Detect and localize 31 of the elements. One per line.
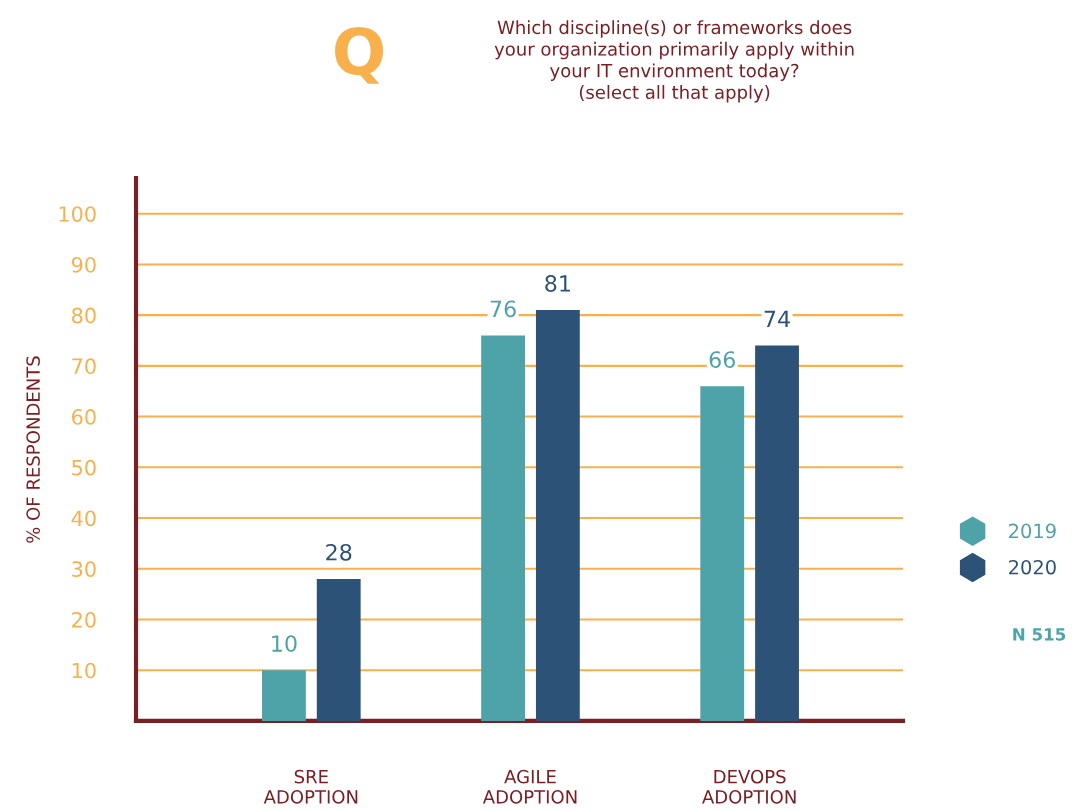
y-tick-label: 50 (72, 459, 96, 476)
text: Q (335, 26, 383, 84)
y-tick-label: 90 (71, 256, 96, 273)
data-label: 66 (709, 351, 735, 368)
y-tick-label: 60 (72, 409, 96, 425)
y-tick-label: 10 (72, 662, 96, 679)
bar (481, 335, 525, 721)
y-tick-label: 70 (72, 358, 96, 375)
y-tick-label: 100 (59, 206, 96, 222)
y-tick-label: 20 (72, 611, 96, 628)
bar (262, 670, 306, 721)
bar (700, 386, 745, 721)
bar (755, 345, 799, 721)
data-label: 76 (490, 300, 516, 318)
y-tick-label: 80 (72, 307, 96, 324)
data-label: 81 (545, 275, 570, 292)
x-tick-label: SRE ADOPTION (263, 769, 358, 804)
y-axis-title: % OF RESPONDENTS (26, 356, 40, 543)
y-tick-label: 30 (72, 561, 96, 577)
bar (316, 578, 361, 721)
x-tick-label: AGILE ADOPTION (482, 769, 577, 804)
text: N 515 (1013, 628, 1066, 641)
bar (535, 310, 580, 721)
y-tick-label: 40 (71, 510, 96, 527)
data-label: 28 (326, 543, 352, 561)
data-label: 10 (272, 635, 297, 652)
legend-label: 2019 (1009, 523, 1056, 539)
data-label: 74 (764, 310, 790, 328)
x-tick-label: DEVOPS ADOPTION (702, 769, 796, 804)
legend-label: 2020 (1009, 559, 1056, 575)
chart-title: Which discipline(s) or frameworks does your organization primarily apply within your IT environment today? (select all that apply) (494, 20, 854, 103)
